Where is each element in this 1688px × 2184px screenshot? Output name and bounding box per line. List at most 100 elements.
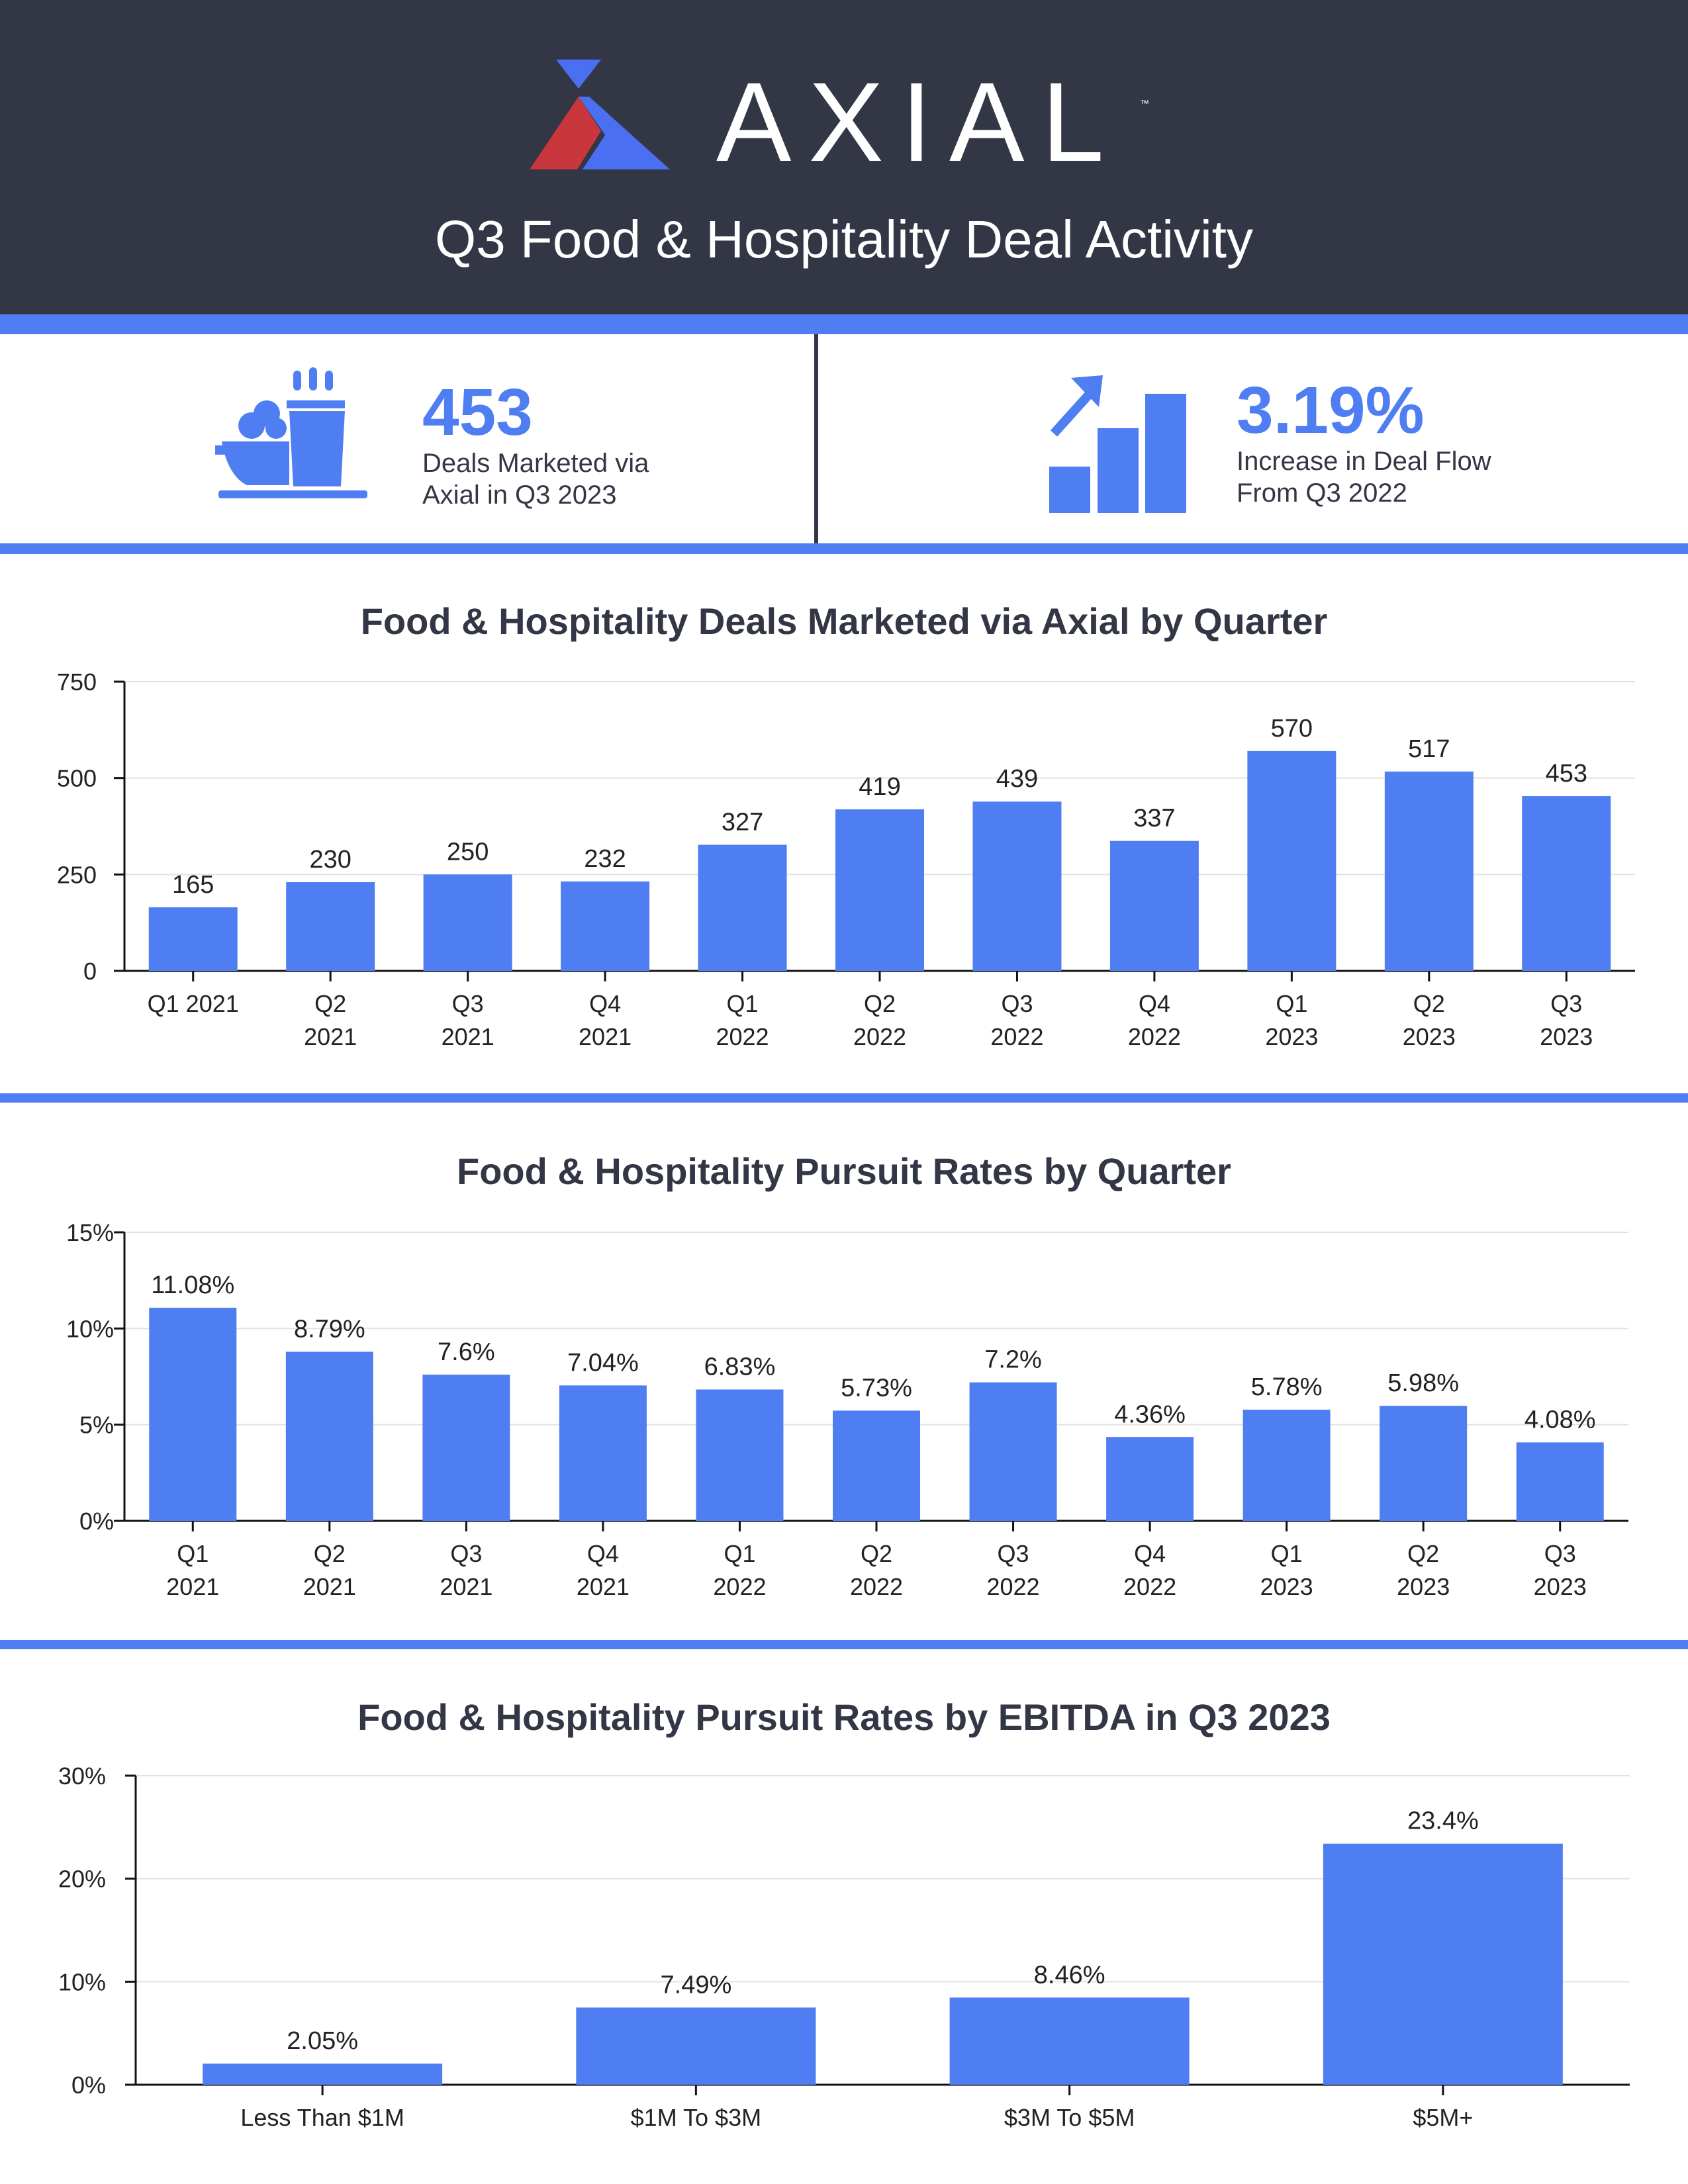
x-tick-label: Q3 <box>450 1540 482 1567</box>
x-tick-label: 2022 <box>990 1023 1043 1050</box>
x-tick-label: $5M+ <box>1413 2104 1473 2131</box>
x-tick-label: Q2 <box>1413 990 1445 1017</box>
chart-title-pursuit-rates-by-quarter: Food & Hospitality Pursuit Rates by Quar… <box>457 1150 1231 1192</box>
data-label: 453 <box>1546 760 1587 788</box>
bar <box>1516 1442 1604 1521</box>
data-label: 4.08% <box>1524 1406 1596 1433</box>
x-tick-label: $3M To $5M <box>1004 2104 1135 2131</box>
bar <box>696 1389 784 1521</box>
x-tick-label: Q1 2021 <box>148 990 239 1017</box>
bar <box>835 809 924 971</box>
trademark-symbol: ™ <box>1140 98 1149 109</box>
x-tick-label: Q3 <box>452 990 484 1017</box>
x-tick-label: Q2 <box>314 1540 346 1567</box>
bar <box>561 881 650 971</box>
data-label: 232 <box>584 845 626 873</box>
section-divider <box>0 543 1688 554</box>
pursuit-rates-by-ebitda-chart: 0% 10% 20% 30% 2.05% Less Than $1M 7.49% $1M To… <box>58 1762 1630 2131</box>
x-tick-label: Q3 <box>1550 990 1582 1017</box>
data-label: 7.04% <box>567 1349 639 1377</box>
growth-chart-arrow-icon <box>1049 375 1186 513</box>
x-tick-label: 2022 <box>1123 1573 1176 1600</box>
x-tick-label: Q1 <box>177 1540 209 1567</box>
x-tick-label: 2021 <box>442 1023 494 1050</box>
bar <box>833 1410 920 1521</box>
x-tick-label: Q1 <box>1276 990 1307 1017</box>
data-label: 5.78% <box>1251 1373 1323 1401</box>
data-label: 23.4% <box>1407 1807 1479 1835</box>
bar <box>559 1385 647 1521</box>
data-label: 517 <box>1408 735 1450 763</box>
x-tick-label: 2023 <box>1397 1573 1450 1600</box>
x-tick-label: 2021 <box>304 1023 357 1050</box>
data-label: 11.08% <box>151 1271 234 1299</box>
bar <box>1247 751 1336 971</box>
x-tick-label: 2023 <box>1403 1023 1456 1050</box>
bar <box>1109 841 1199 971</box>
x-tick-label: Q1 <box>1271 1540 1303 1567</box>
page-title: Q3 Food & Hospitality Deal Activity <box>434 210 1254 269</box>
x-tick-label: Q2 <box>861 1540 892 1567</box>
x-tick-label: 2023 <box>1540 1023 1593 1050</box>
stats-divider <box>814 334 818 543</box>
x-tick-label: 2022 <box>716 1023 769 1050</box>
x-tick-label: Q4 <box>1139 990 1170 1017</box>
bar <box>286 882 375 971</box>
deals-marketed-value: 453 <box>422 375 533 449</box>
axial-logo-mark-icon <box>530 60 670 169</box>
data-label: 8.46% <box>1034 1961 1105 1989</box>
section-divider <box>0 1093 1688 1103</box>
y-tick-label: 500 <box>57 765 97 792</box>
x-tick-label: 2023 <box>1534 1573 1587 1600</box>
bar <box>972 801 1062 971</box>
data-label: 7.49% <box>661 1971 732 1999</box>
x-tick-label: 2023 <box>1260 1573 1313 1600</box>
y-tick-label: 10% <box>58 1968 106 1995</box>
y-tick-label: 15% <box>66 1219 114 1246</box>
y-tick-label: 0 <box>83 958 97 985</box>
data-label: 7.2% <box>984 1346 1042 1374</box>
data-label: 7.6% <box>438 1338 495 1366</box>
bar <box>1323 1843 1563 2085</box>
x-tick-label: Q1 <box>727 990 759 1017</box>
data-label: 6.83% <box>704 1353 776 1381</box>
x-tick-label: Q2 <box>1407 1540 1439 1567</box>
brand-wordmark: AXIAL <box>716 60 1121 185</box>
bar <box>148 907 238 971</box>
chart-title-pursuit-rates-by-ebitda: Food & Hospitality Pursuit Rates by EBIT… <box>357 1696 1331 1738</box>
data-label: 5.98% <box>1387 1369 1459 1397</box>
bar <box>422 1375 510 1521</box>
x-tick-label: 2021 <box>579 1023 632 1050</box>
y-tick-label: 10% <box>66 1315 114 1342</box>
y-tick-label: 20% <box>58 1866 106 1893</box>
x-tick-label: 2021 <box>577 1573 630 1600</box>
bar <box>1522 796 1611 971</box>
data-label: 2.05% <box>287 2027 358 2055</box>
bar <box>1384 771 1474 971</box>
bar <box>423 874 512 971</box>
x-tick-label: Q3 <box>998 1540 1029 1567</box>
data-label: 4.36% <box>1114 1400 1186 1428</box>
food-bowl-cup-icon <box>215 367 367 498</box>
x-tick-label: $1M To $3M <box>631 2104 761 2131</box>
data-label: 165 <box>172 871 214 899</box>
data-label: 5.73% <box>841 1374 912 1402</box>
deal-flow-increase-description: Increase in Deal Flow From Q3 2022 <box>1237 447 1491 508</box>
data-label: 570 <box>1271 715 1313 743</box>
section-divider <box>0 1640 1688 1649</box>
x-tick-label: Q3 <box>1544 1540 1576 1567</box>
x-tick-label: Q4 <box>587 1540 619 1567</box>
data-label: 419 <box>859 773 900 801</box>
header-banner: AXIAL ™ Q3 Food & Hospitality Deal Activ… <box>0 0 1688 314</box>
x-tick-label: Q4 <box>1134 1540 1166 1567</box>
bar <box>969 1382 1057 1521</box>
y-tick-label: 0% <box>71 2071 106 2099</box>
x-tick-label: Q2 <box>864 990 896 1017</box>
bar <box>576 2007 816 2085</box>
x-tick-label: 2021 <box>166 1573 219 1600</box>
deal-flow-increase-value: 3.19% <box>1237 373 1425 447</box>
x-tick-label: 2022 <box>850 1573 903 1600</box>
bar <box>949 1997 1190 2085</box>
pursuit-rates-by-quarter-chart: 0% 5% 10% 15% 11.08% Q1 2021 8.79% Q2 2021 7.6% Q3 2… <box>66 1219 1628 1600</box>
bar <box>698 844 787 971</box>
